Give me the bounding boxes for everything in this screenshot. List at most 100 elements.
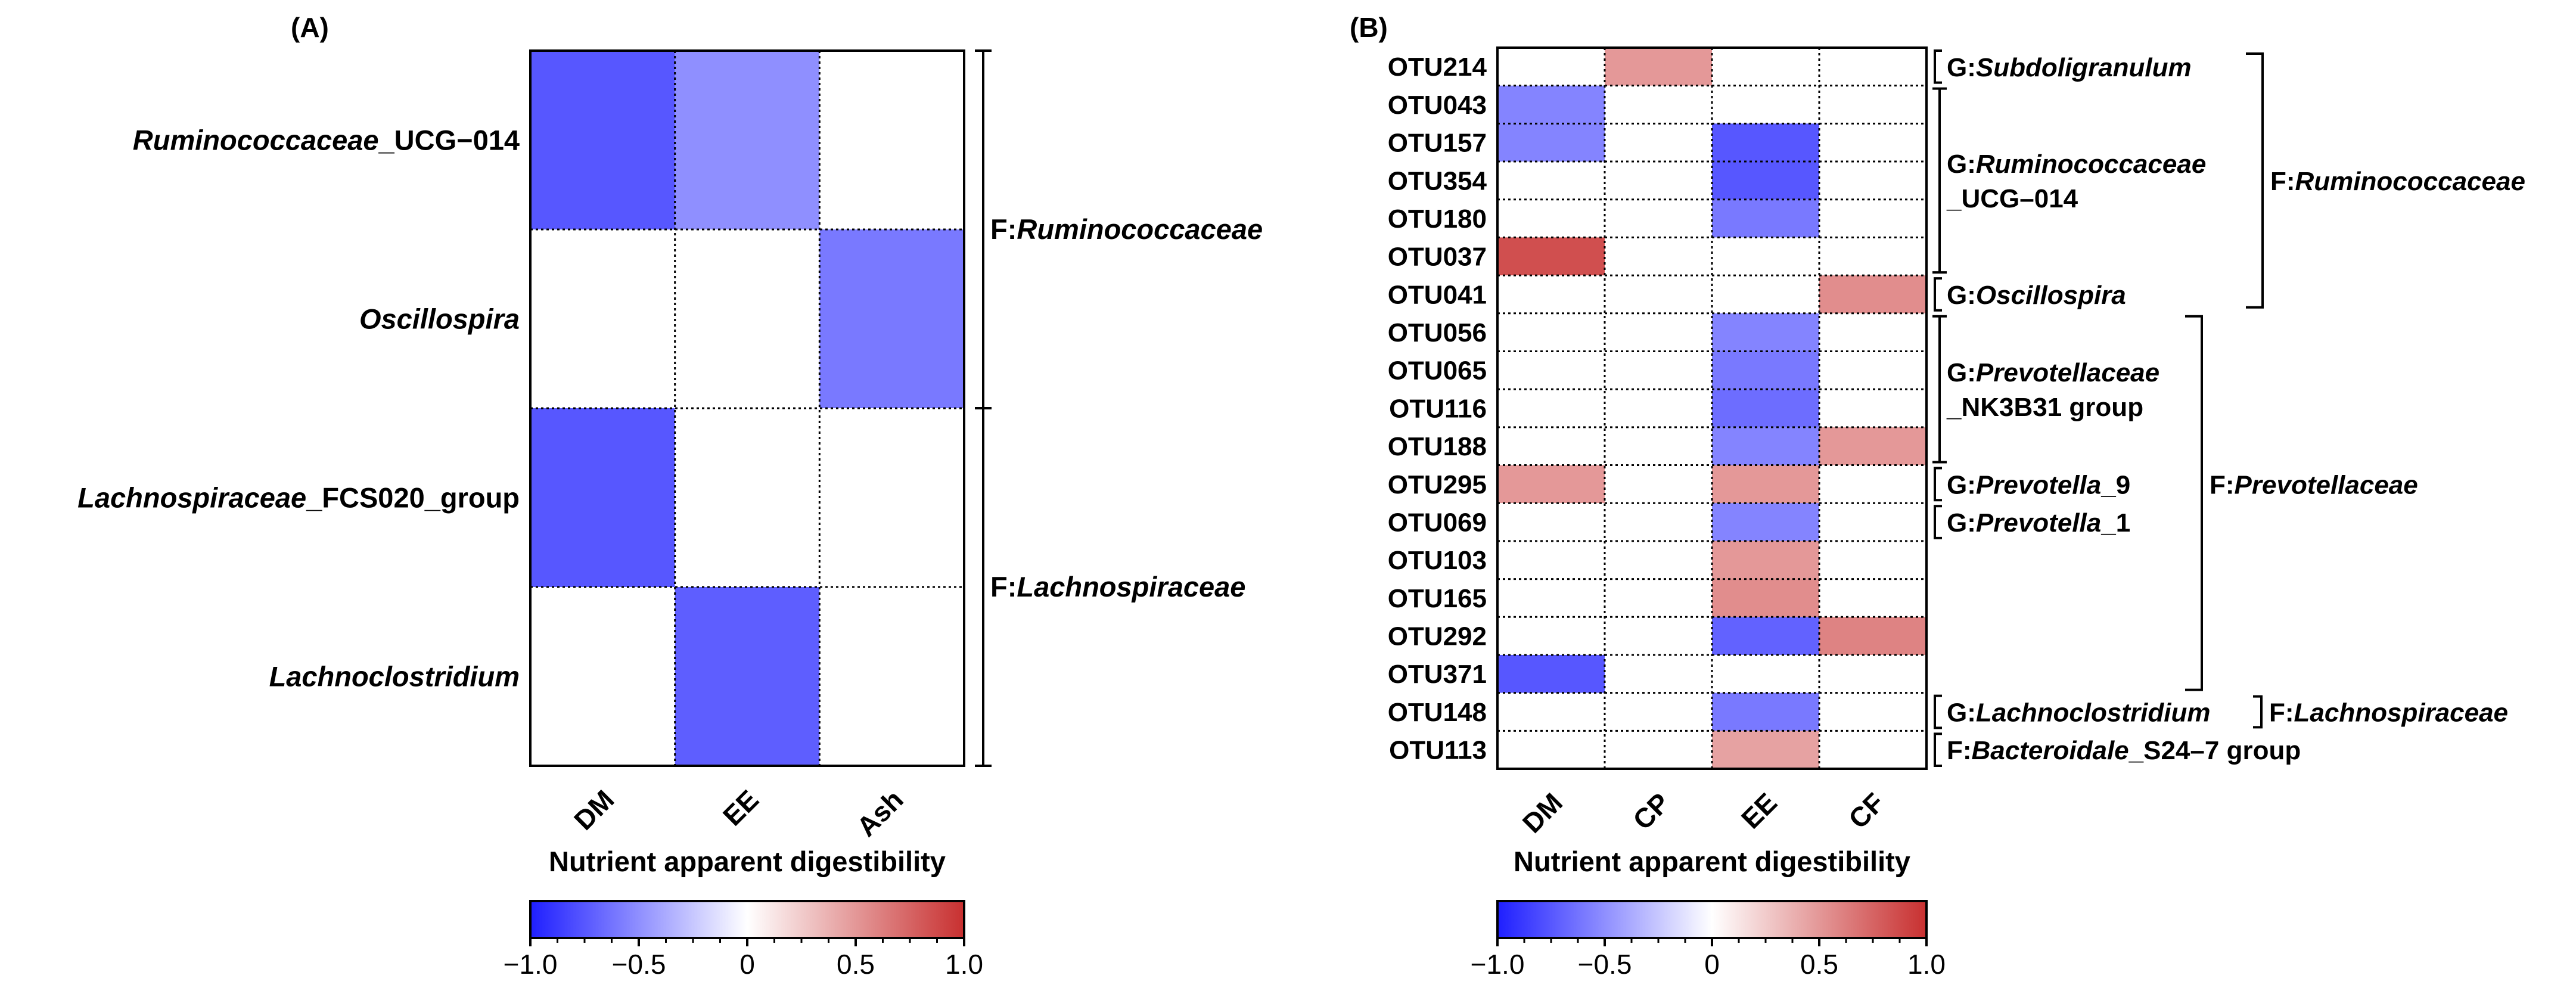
heatmap-cell (1712, 427, 1819, 465)
heatmap-cell (1712, 617, 1819, 655)
column-label: EE (717, 784, 765, 831)
heatmap-cell (1497, 161, 1605, 200)
heatmap-cell (1605, 731, 1712, 769)
heatmap-cell (1497, 731, 1605, 769)
heatmap-cell (1605, 465, 1712, 504)
row-label: OTU292 (1388, 622, 1487, 651)
label-part: Ruminococcaceae (1017, 213, 1263, 245)
heatmap-cell (1605, 389, 1712, 427)
heatmap-cell (1497, 427, 1605, 465)
genus-label: G:Lachnoclostridium (1947, 698, 2210, 727)
label-part: G: (1947, 698, 1976, 727)
heatmap-cell (1712, 579, 1819, 617)
row-label: OTU116 (1389, 394, 1487, 423)
label-part: F: (990, 571, 1017, 602)
label-part: G: (1947, 508, 1976, 538)
row-label: OTU069 (1388, 508, 1487, 537)
heatmap-cell (675, 587, 820, 766)
heatmap-frame (1496, 46, 1928, 770)
heatmap-cell (1497, 275, 1605, 313)
row-label: OTU041 (1388, 280, 1487, 309)
genus-label: G:Prevotella_9 (1947, 470, 2130, 499)
label-part: Ruminococcaceae (133, 124, 379, 156)
colorbar-tick-label: 0 (1704, 949, 1720, 980)
heatmap-cell (1819, 617, 1926, 655)
x-axis-title: Nutrient apparent digestibility (1514, 846, 1910, 877)
heatmap-cell (1497, 389, 1605, 427)
heatmap-cell (1605, 503, 1712, 541)
genus-label: G:Oscillospira (1947, 281, 2126, 310)
heatmap-cell (1819, 85, 1926, 124)
label-part: F: (2270, 167, 2295, 196)
heatmap-cell (1497, 579, 1605, 617)
heatmap-cell (1605, 237, 1712, 276)
genus-label: F:Bacteroidale_S24–7 group (1947, 736, 2301, 765)
heatmap-cell (1819, 237, 1926, 276)
row-label: OTU371 (1388, 660, 1487, 689)
heatmap-cell (1605, 654, 1712, 693)
heatmap-cell (1712, 654, 1819, 693)
heatmap-cell (675, 51, 820, 229)
label-part: Ruminococcaceae (1976, 150, 2206, 179)
label-part: F: (2269, 698, 2294, 727)
row-label: OTU188 (1388, 432, 1487, 461)
heatmap-cell (1497, 48, 1605, 86)
heatmap-cell (1605, 123, 1712, 162)
colorbar-tick-label: −0.5 (1578, 949, 1632, 980)
heatmap-cell (1819, 692, 1926, 731)
row-label: OTU065 (1388, 356, 1487, 386)
heatmap-cell (530, 229, 675, 408)
label-part: _9 (2100, 470, 2130, 499)
heatmap-cell (1712, 313, 1819, 352)
heatmap-cell (1712, 541, 1819, 579)
row-label: OTU113 (1389, 736, 1487, 765)
heatmap-cell (1819, 503, 1926, 541)
genus-label: G:Subdoligranulum (1947, 53, 2192, 82)
heatmap-cell (1712, 389, 1819, 427)
colorbar-tick-label: 1.0 (1907, 949, 1946, 980)
heatmap-cell (1497, 503, 1605, 541)
heatmap-cell (1819, 161, 1926, 200)
heatmap-cell (1712, 237, 1819, 276)
heatmap-cell (1819, 541, 1926, 579)
label-part: _UCG−014 (378, 124, 520, 156)
heatmap-cell (1605, 351, 1712, 390)
label-part: G: (1947, 358, 1976, 387)
label-part: Lachnospiraceae (2294, 698, 2509, 727)
row-label: OTU037 (1388, 243, 1487, 272)
label-part: Prevotella (1976, 508, 2101, 538)
panel-label: (A) (291, 12, 329, 43)
bracket (1934, 694, 1942, 729)
heatmap-cell (1819, 389, 1926, 427)
label-part: Lachnoclostridium (269, 660, 520, 692)
heatmap-cell (819, 587, 964, 766)
label-part: Subdoligranulum (1976, 53, 2192, 82)
heatmap-cell (1497, 237, 1605, 276)
heatmap-cell (1712, 731, 1819, 769)
heatmap-cell (1819, 465, 1926, 504)
row-label: OTU180 (1388, 204, 1487, 234)
heatmap-cell (1819, 579, 1926, 617)
heatmap-frame (529, 49, 965, 767)
heatmap-cell (1497, 313, 1605, 352)
heatmap-cell (530, 408, 675, 587)
heatmap-cell (1819, 199, 1926, 238)
heatmap-cell (1712, 465, 1819, 504)
heatmap-cell (1497, 465, 1605, 504)
heatmap-cell (1712, 199, 1819, 238)
heatmap-cell (1497, 85, 1605, 124)
label-part: _FCS020_group (306, 482, 520, 513)
colorbar-tick-label: 0 (739, 949, 755, 980)
label-part: F: (2210, 470, 2235, 499)
genus-label: _UCG–014 (1946, 184, 2078, 213)
heatmap-cell (1819, 313, 1926, 352)
heatmap-cell (1605, 541, 1712, 579)
label-part: _UCG–014 (1946, 184, 2078, 213)
heatmap-cell (1605, 275, 1712, 313)
colorbar (1496, 900, 1928, 939)
label-part: G: (1947, 150, 1976, 179)
row-label: OTU157 (1388, 129, 1487, 158)
label-part: Prevotellaceae (1976, 358, 2159, 387)
bracket (1934, 732, 1942, 767)
